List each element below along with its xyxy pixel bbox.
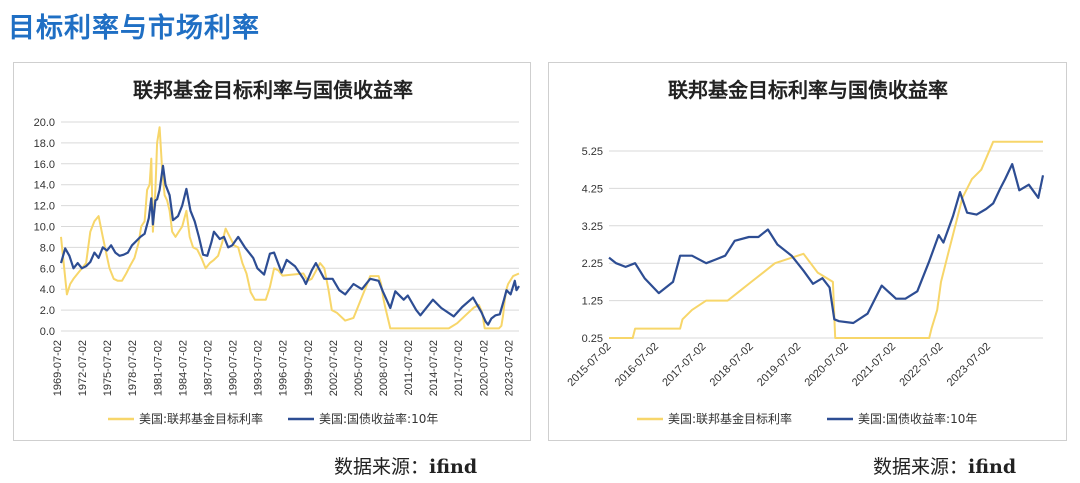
y-tick-label: 10.0 bbox=[34, 222, 55, 234]
page-title: 目标利率与市场利率 bbox=[8, 13, 260, 44]
y-tick-label: 18.0 bbox=[34, 138, 55, 150]
x-tick-label: 1984-07-02 bbox=[177, 340, 189, 396]
x-tick-label: 2017-07-02 bbox=[453, 340, 465, 396]
x-tick-label: 2014-07-02 bbox=[428, 340, 440, 396]
x-tick-label: 2011-07-02 bbox=[403, 340, 415, 395]
x-tick-label: 2022-07-02 bbox=[897, 341, 945, 389]
x-tick-label: 2019-07-02 bbox=[755, 341, 803, 389]
legend-label: 美国:国债收益率:10年 bbox=[319, 411, 438, 426]
legend-label: 美国:联邦基金目标利率 bbox=[139, 411, 263, 426]
x-tick-label: 1993-07-02 bbox=[253, 340, 265, 396]
y-tick-label: 1.25 bbox=[582, 296, 603, 308]
series-line-treasury-10y bbox=[59, 164, 520, 326]
x-tick-label: 2020-07-02 bbox=[478, 340, 490, 396]
chart-title: 联邦基金目标利率与国债收益率 bbox=[668, 78, 948, 102]
y-tick-label: 2.25 bbox=[582, 258, 603, 270]
x-tick-label: 2008-07-02 bbox=[378, 340, 390, 396]
x-tick-label: 1999-07-02 bbox=[303, 340, 315, 396]
chart-title: 联邦基金目标利率与国债收益率 bbox=[133, 78, 413, 102]
x-tick-label: 2016-07-02 bbox=[613, 341, 661, 389]
legend-label: 美国:国债收益率:10年 bbox=[858, 411, 977, 426]
x-tick-label: 2023-07-02 bbox=[945, 341, 993, 389]
y-tick-label: 14.0 bbox=[34, 180, 55, 192]
chart-panel-left: 联邦基金目标利率与国债收益率 20.0 18.0 16.0 14.0 12.0 10.0 8.… bbox=[13, 62, 531, 441]
y-tick-label: 20.0 bbox=[34, 117, 55, 129]
x-tick-label: 2015-07-02 bbox=[565, 341, 613, 389]
y-tick-label: 6.0 bbox=[40, 263, 55, 275]
y-tick-label: 3.25 bbox=[582, 221, 603, 233]
series-line-fed-rate bbox=[60, 126, 520, 330]
source-name: ifind bbox=[429, 456, 478, 478]
legend-label: 美国:联邦基金目标利率 bbox=[668, 411, 792, 426]
x-tick-label: 1987-07-02 bbox=[202, 340, 214, 396]
x-tick-label: 2023-07-02 bbox=[503, 340, 515, 396]
x-tick-label: 1972-07-02 bbox=[77, 340, 89, 396]
y-tick-label: 4.25 bbox=[582, 183, 603, 195]
y-tick-label: 12.0 bbox=[34, 201, 55, 213]
y-tick-label: 5.25 bbox=[582, 146, 603, 158]
x-tick-label: 1981-07-02 bbox=[152, 340, 164, 396]
series-line-treasury-10y bbox=[608, 162, 1045, 325]
series-line-fed-rate bbox=[609, 140, 1043, 339]
x-tick-label: 1978-07-02 bbox=[127, 340, 139, 396]
x-tick-label: 2002-07-02 bbox=[328, 340, 340, 396]
source-prefix: 数据来源： bbox=[873, 456, 969, 478]
chart-right: 联邦基金目标利率与国债收益率5.254.253.252.251.250.2520… bbox=[565, 78, 1045, 426]
chart-left: 联邦基金目标利率与国债收益率 20.0 18.0 16.0 14.0 12.0 10.0 8.… bbox=[34, 78, 520, 426]
source-name: ifind bbox=[968, 456, 1017, 478]
y-tick-label: 0.25 bbox=[582, 333, 603, 345]
source-prefix: 数据来源： bbox=[334, 456, 430, 478]
y-tick-label: 2.0 bbox=[40, 305, 55, 317]
y-tick-label: 4.0 bbox=[40, 284, 55, 296]
x-tick-label: 2018-07-02 bbox=[708, 341, 756, 389]
chart-panel-right: 联邦基金目标利率与国债收益率 5.25 4.25 3.25 2.25 1.25 0.25 20… bbox=[548, 62, 1067, 441]
source-note-left: 数据来源：ifind bbox=[334, 452, 477, 479]
source-note-right: 数据来源：ifind bbox=[873, 452, 1016, 479]
x-tick-label: 1975-07-02 bbox=[102, 340, 114, 396]
x-tick-label: 2005-07-02 bbox=[353, 340, 365, 396]
y-tick-label: 8.0 bbox=[40, 242, 55, 254]
x-tick-label: 1996-07-02 bbox=[278, 340, 290, 396]
x-tick-label: 1990-07-02 bbox=[228, 340, 240, 396]
x-tick-label: 2021-07-02 bbox=[850, 341, 898, 389]
x-tick-label: 2020-07-02 bbox=[802, 341, 850, 389]
y-tick-label: 16.0 bbox=[34, 159, 55, 171]
x-tick-label: 2017-07-02 bbox=[660, 341, 708, 389]
y-tick-label: 0.0 bbox=[40, 326, 55, 338]
x-tick-label: 1969-07-02 bbox=[52, 340, 64, 396]
